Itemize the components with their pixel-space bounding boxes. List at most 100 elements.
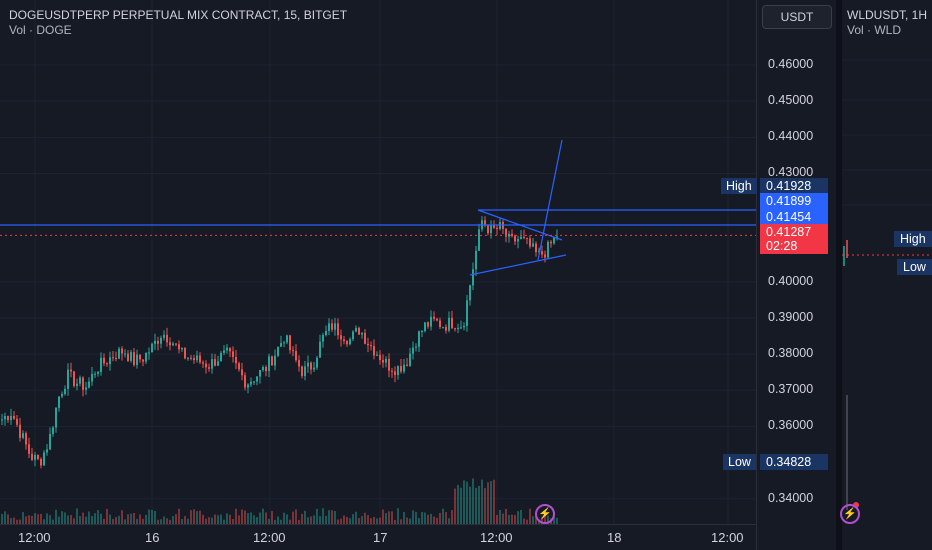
candle-body	[157, 340, 159, 344]
currency-button[interactable]: USDT	[762, 5, 832, 29]
candle-body	[7, 416, 9, 421]
candle-body	[82, 377, 84, 390]
candle-body	[343, 339, 345, 342]
candle-body	[412, 347, 414, 354]
right-chart-title: WLDUSDT, 1H	[847, 8, 928, 22]
candle-body	[247, 384, 249, 388]
volume-bar	[130, 513, 132, 524]
candle-body	[439, 320, 441, 328]
candle-body	[205, 363, 207, 368]
price-tick-label: 0.37000	[768, 382, 814, 397]
volume-bar	[169, 519, 171, 524]
volume-bar	[76, 508, 78, 524]
volume-bar	[115, 517, 117, 524]
pane-splitter[interactable]	[836, 0, 842, 550]
candle-body	[364, 332, 366, 344]
volume-bar	[466, 481, 468, 524]
volume-bar	[22, 512, 24, 524]
candle-body	[331, 323, 333, 330]
candle-body	[334, 323, 336, 330]
volume-bar	[220, 514, 222, 524]
volume-bar	[373, 517, 375, 524]
volume-bar	[505, 508, 507, 524]
candle-body	[427, 322, 429, 327]
volume-bar	[355, 511, 357, 524]
candle-body	[322, 335, 324, 342]
candle-body	[478, 229, 480, 251]
volume-bar	[202, 514, 204, 524]
time-axis-divider	[0, 524, 757, 525]
volume-bar	[331, 510, 333, 524]
volume-bar	[490, 481, 492, 524]
candle-body	[409, 353, 411, 366]
volume-bar	[349, 518, 351, 524]
candle-body	[526, 237, 528, 239]
volume-bar	[313, 515, 315, 524]
volume-bar	[13, 517, 15, 524]
candle-body	[397, 366, 399, 376]
candle-body	[520, 236, 522, 240]
candle-body	[238, 363, 240, 370]
price-tag-upper: 0.41899	[760, 193, 828, 209]
lightning-icon[interactable]: ⚡	[535, 504, 555, 524]
volume-bar	[4, 511, 6, 524]
volume-bar	[223, 519, 225, 524]
volume-bar	[58, 516, 60, 524]
candle-body	[508, 233, 510, 237]
candle-body	[187, 357, 189, 359]
volume-bar	[460, 487, 462, 524]
candle-body	[301, 366, 303, 377]
time-tick-label: 12:00	[18, 530, 51, 545]
candle-body	[328, 323, 330, 331]
volume-bar	[496, 514, 498, 524]
volume-bar	[28, 515, 30, 524]
candle-body	[418, 331, 420, 347]
candle-body	[346, 341, 348, 345]
candle-body	[544, 254, 546, 258]
candle-body	[130, 352, 132, 361]
volume-bar	[322, 508, 324, 524]
volume-bar	[142, 518, 144, 524]
pennant-lower-line	[469, 254, 567, 276]
volume-bar	[247, 513, 249, 524]
volume-bar	[238, 515, 240, 524]
candle-body	[109, 357, 111, 365]
candle-body	[280, 343, 282, 347]
candle-body	[484, 220, 486, 226]
candle-body	[193, 358, 195, 361]
volume-bar	[334, 511, 336, 524]
candle-body	[163, 334, 165, 338]
volume-bar	[40, 513, 42, 524]
candle-body	[454, 328, 456, 330]
price-tick-label: 0.40000	[768, 273, 814, 288]
volume-bar	[310, 516, 312, 524]
price-tick-label: 0.44000	[768, 129, 814, 144]
candle-body	[10, 415, 12, 421]
price-tick-label: 0.45000	[768, 93, 814, 108]
candle-body	[253, 381, 255, 383]
candle-body	[403, 364, 405, 372]
candle-body	[424, 322, 426, 332]
candle-body	[463, 325, 465, 328]
volume-bar	[181, 519, 183, 524]
candle-body	[316, 357, 318, 368]
volume-bar	[271, 511, 273, 524]
right-lightning-icon[interactable]: ⚡	[840, 504, 860, 524]
candle-body	[532, 243, 534, 247]
candle-body	[217, 361, 219, 366]
volume-bar	[478, 485, 480, 524]
candle-body	[475, 250, 477, 270]
volume-bar	[235, 508, 237, 524]
volume-bar	[394, 519, 396, 524]
volume-bar	[124, 519, 126, 524]
candle-body	[538, 251, 540, 253]
candle-body	[358, 327, 360, 335]
time-tick-label: 18	[607, 530, 622, 545]
volume-bar	[427, 514, 429, 524]
volume-bar	[277, 516, 279, 524]
time-tick-label: 12:00	[253, 530, 286, 545]
volume-bar	[64, 512, 66, 524]
candle-body	[154, 340, 156, 344]
volume-bar	[214, 514, 216, 524]
